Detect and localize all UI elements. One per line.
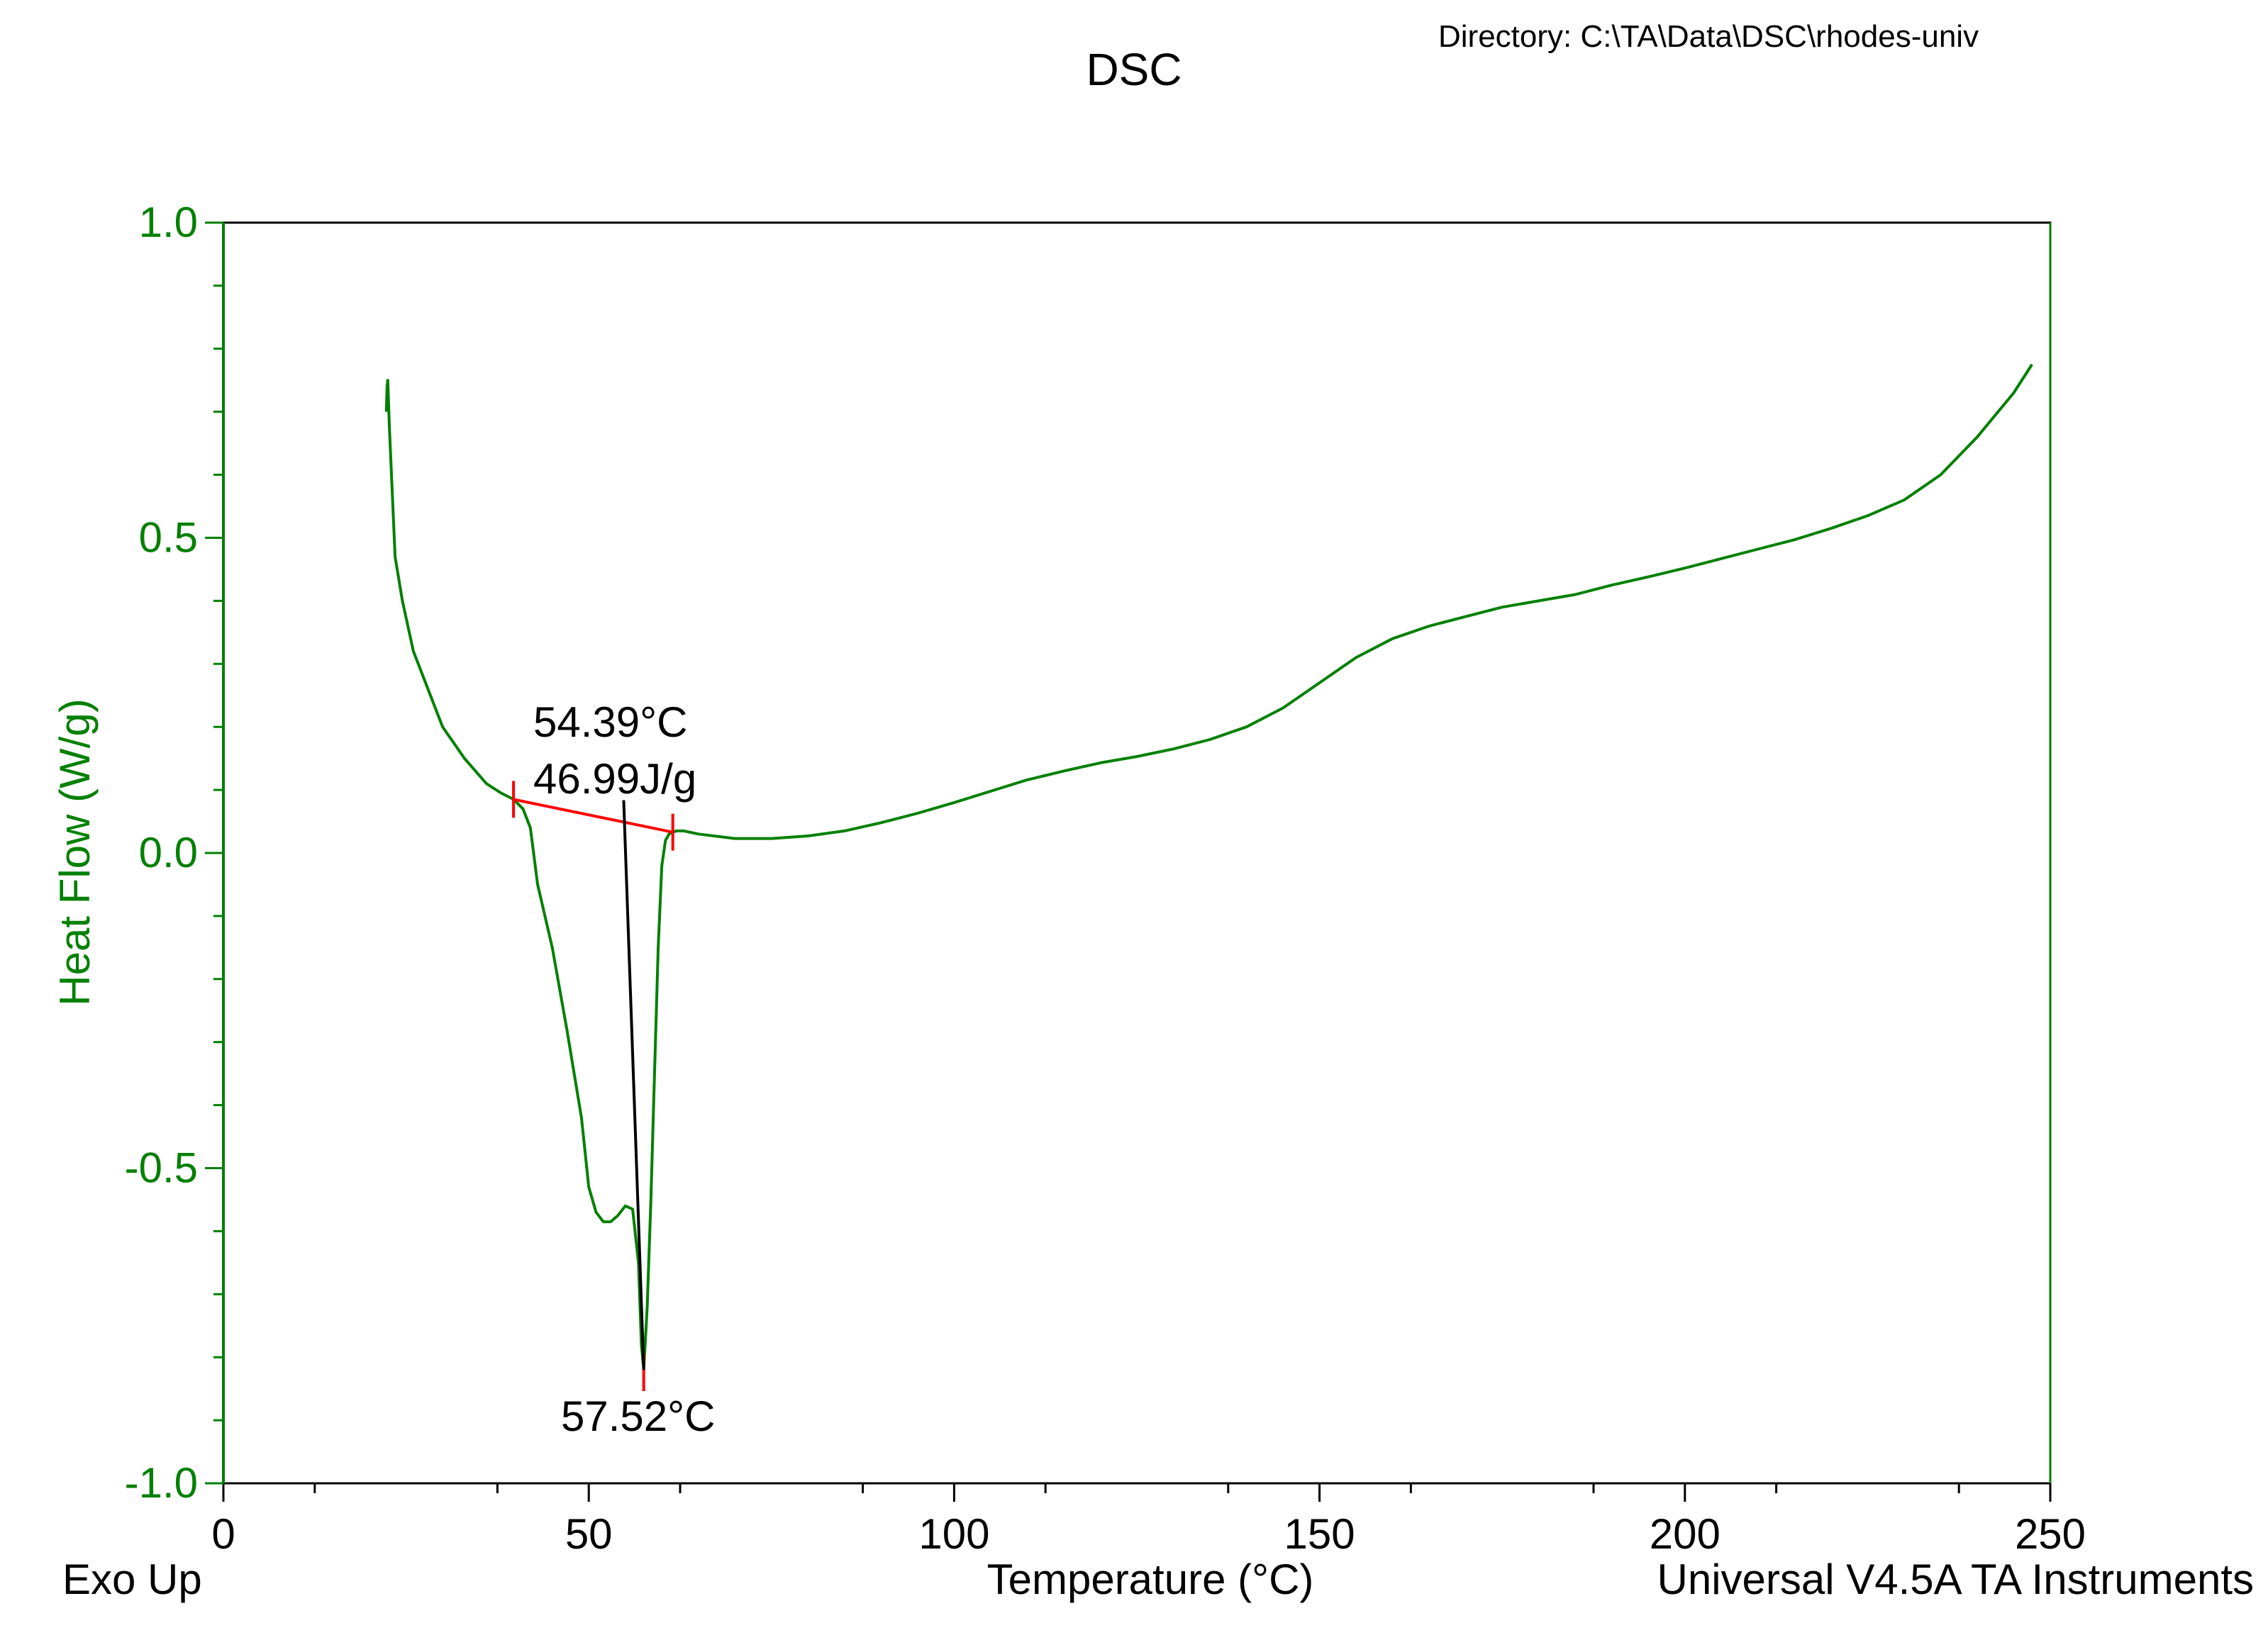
x-tick-label: 250 bbox=[2015, 1510, 2086, 1558]
x-tick-label: 50 bbox=[565, 1510, 613, 1558]
y-tick-label: -0.5 bbox=[125, 1144, 198, 1192]
peak-temperature-annotation: 57.52°C bbox=[561, 1393, 715, 1440]
software-version-label: Universal V4.5A TA Instruments bbox=[1657, 1556, 2255, 1603]
chart-title: DSC bbox=[1086, 44, 1182, 95]
exo-up-label: Exo Up bbox=[62, 1556, 202, 1603]
axis-tick-labels: 0 50 100 150 200 250 1.0 0.5 0.0 -0.5 -1.0 bbox=[125, 199, 2086, 1558]
y-tick-label: 1.0 bbox=[139, 199, 198, 246]
x-tick-label: 0 bbox=[211, 1510, 235, 1558]
onset-temperature-annotation: 54.39°C bbox=[533, 698, 687, 746]
heat-flow-curve bbox=[384, 363, 2033, 1371]
directory-label: Directory: C:\TA\Data\DSC\rhodes-univ bbox=[1438, 19, 1979, 54]
enthalpy-annotation: 46.99J/g bbox=[533, 755, 696, 803]
x-tick-label: 100 bbox=[918, 1510, 989, 1558]
integration-baseline bbox=[513, 798, 674, 834]
axis-ticks bbox=[205, 221, 2052, 1502]
x-axis-label: Temperature (°C) bbox=[987, 1556, 1314, 1603]
plot-frame bbox=[222, 221, 2052, 1485]
y-tick-label: 0.5 bbox=[139, 514, 198, 562]
y-tick-label: -1.0 bbox=[125, 1459, 198, 1507]
x-tick-label: 150 bbox=[1284, 1510, 1355, 1558]
x-tick-label: 200 bbox=[1650, 1510, 1721, 1558]
y-tick-label: 0.0 bbox=[139, 829, 198, 876]
onset-leader-line bbox=[622, 800, 645, 1371]
y-axis-label: Heat Flow (W/g) bbox=[51, 698, 99, 1005]
